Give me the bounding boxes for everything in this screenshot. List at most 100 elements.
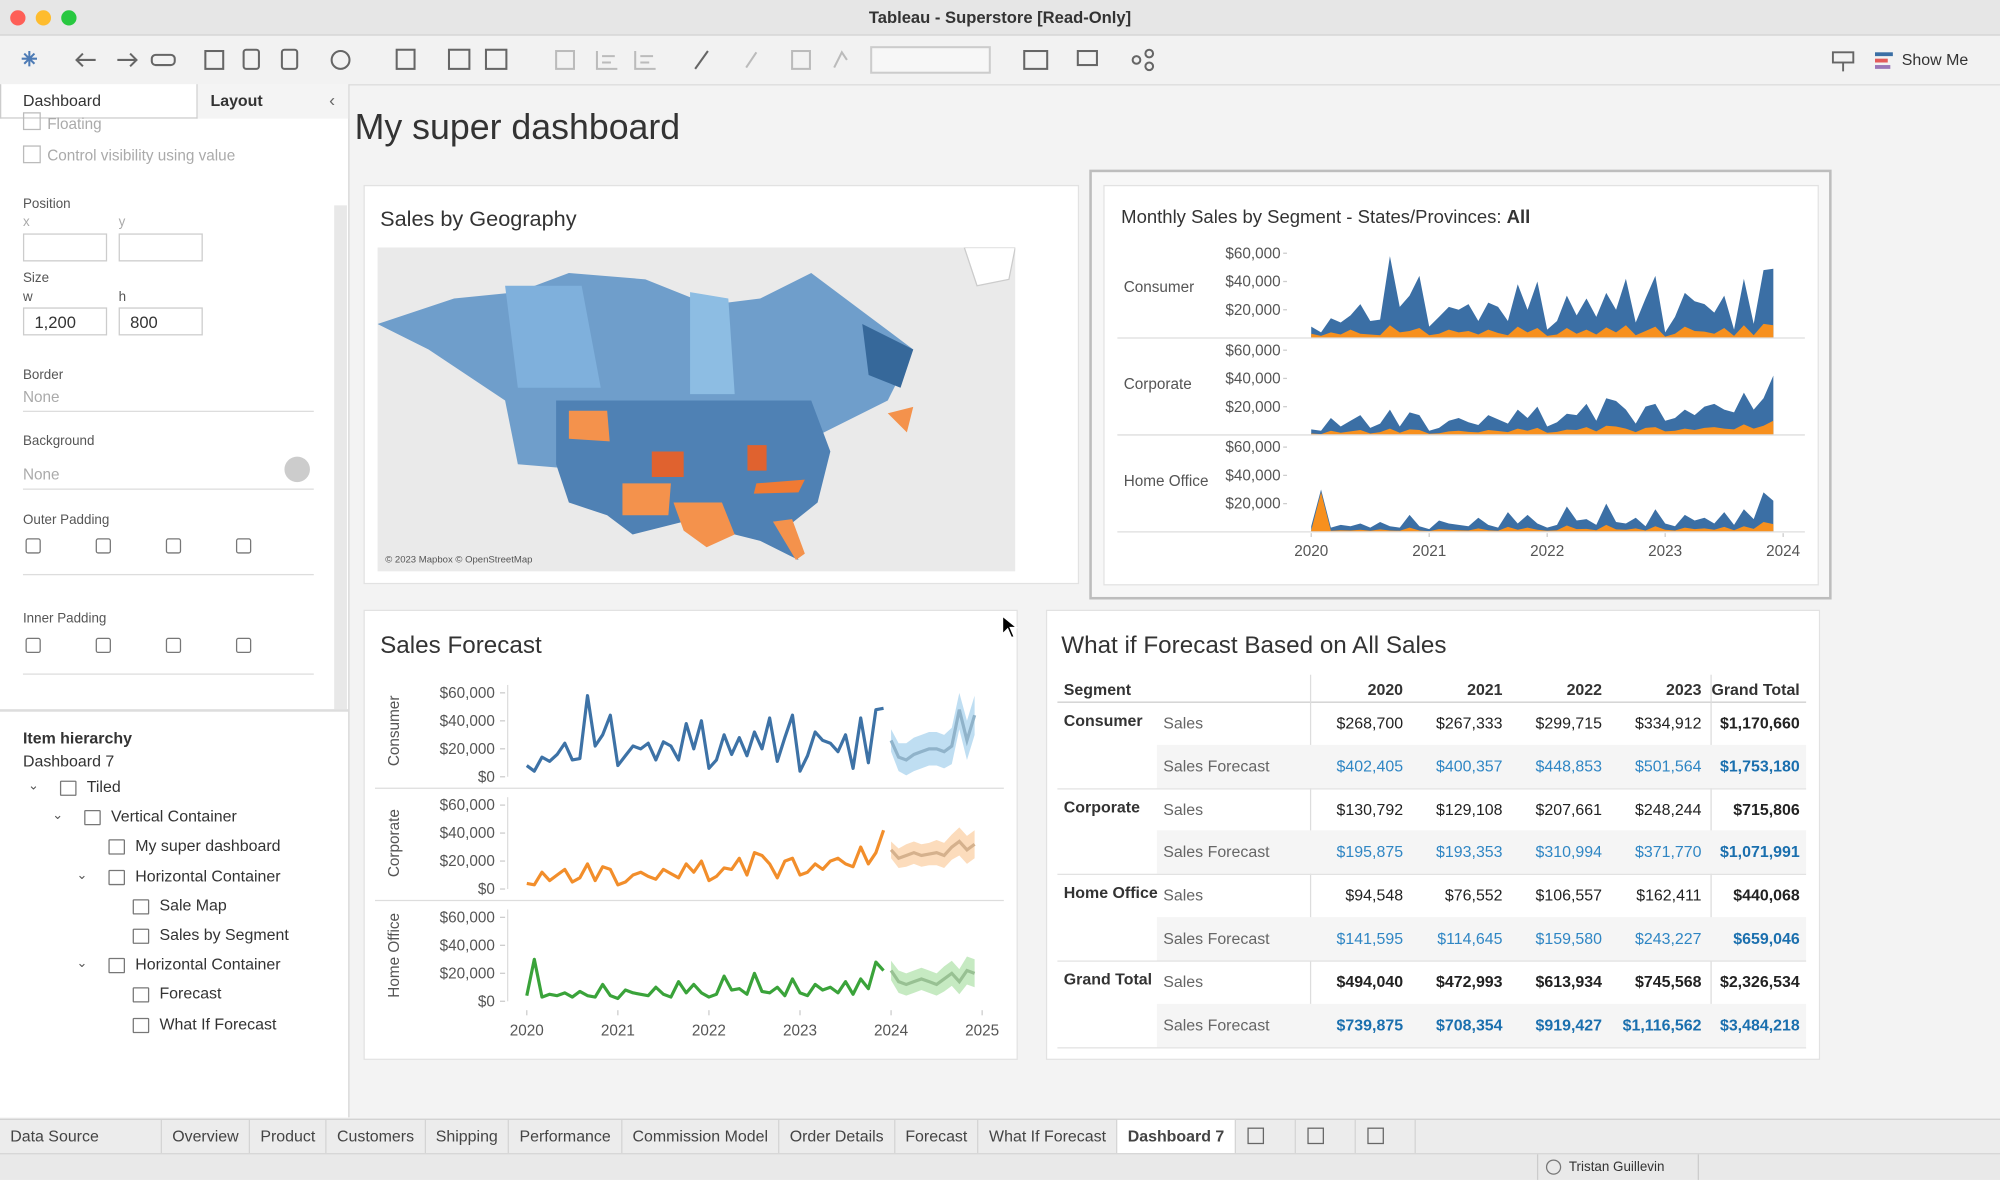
value-cell: $1,116,562 (1622, 1016, 1702, 1034)
value-cell: $310,994 (1535, 843, 1603, 862)
segment-cell: Corporate (1063, 797, 1140, 816)
value-cell: $708,354 (1436, 1016, 1503, 1034)
sheet-tab[interactable]: Overview (162, 1119, 251, 1154)
segment-cell: Consumer (1063, 711, 1143, 730)
show-me-button[interactable]: Show Me (1901, 51, 1969, 69)
sheet-tab[interactable]: Product (250, 1119, 327, 1154)
scrollbar (334, 205, 347, 710)
title-bar: Tableau - Superstore [Read-Only] (0, 0, 2000, 36)
section-label: Background (22, 433, 95, 449)
value-cell: $371,770 (1635, 843, 1702, 862)
segment-cell: Grand Total (1063, 970, 1153, 989)
padding-controls[interactable] (22, 536, 314, 576)
sheet-tab[interactable]: Commission Model (622, 1119, 780, 1154)
add-sheet-button[interactable] (1236, 1119, 1296, 1154)
header-cell: 2020 (1367, 681, 1404, 699)
value-cell: $613,934 (1535, 972, 1603, 991)
field-label: y (118, 214, 126, 230)
value-cell: $919,427 (1535, 1016, 1603, 1034)
expand-toggle: ⌄ (76, 956, 88, 971)
filter-value: All (1506, 207, 1531, 229)
user-menu[interactable]: Tristan Guillevin (1536, 1154, 1699, 1180)
height-input[interactable]: 800 (118, 307, 203, 336)
y-input[interactable] (118, 233, 203, 262)
forecast-card: Sales Forecast (363, 609, 1018, 1060)
checkbox-label: Control visibility using value (47, 146, 236, 165)
value-cell: $207,661 (1535, 800, 1603, 819)
padding-controls[interactable] (22, 635, 314, 675)
row-band (1156, 744, 1807, 789)
background-select[interactable]: None (22, 466, 314, 490)
value-cell: $130,792 (1336, 800, 1404, 819)
sheet-tab[interactable]: Order Details (779, 1119, 896, 1154)
expand-toggle: ⌄ (52, 808, 63, 823)
window-title: Tableau - Superstore [Read-Only] (868, 7, 1132, 27)
checkbox[interactable] (22, 112, 41, 131)
segment-card: Monthly Sales by Segment - States/Provin… (1103, 184, 1819, 586)
header-row-line (1057, 701, 1807, 703)
sheet-tab[interactable]: Customers (327, 1119, 426, 1154)
minimize-button[interactable] (35, 10, 52, 26)
close-button[interactable] (10, 10, 26, 26)
x-input[interactable] (22, 233, 108, 262)
tree-item: Horizontal Container (135, 866, 281, 885)
sheet-tab[interactable]: Shipping (426, 1119, 510, 1154)
add-sheet-icon (1247, 1127, 1264, 1145)
toolbar-icons (21, 46, 1155, 74)
expand-toggle: ⌄ (76, 868, 88, 883)
group-line (1057, 1046, 1807, 1048)
sheet-tab[interactable]: What If Forecast (979, 1119, 1118, 1154)
item-icon (108, 958, 125, 974)
tree-item: My super dashboard (135, 837, 281, 856)
measure-cell: Sales Forecast (1163, 929, 1270, 948)
tree-item: Sale Map (159, 896, 227, 915)
sheet-tab[interactable]: Forecast (895, 1119, 979, 1154)
header-cell: Segment (1063, 681, 1132, 699)
show-me-icon[interactable] (1874, 51, 1898, 71)
value-cell: $248,244 (1635, 800, 1702, 819)
item-icon (108, 869, 125, 885)
width-input[interactable]: 1,200 (22, 307, 108, 336)
section-label: Inner Padding (22, 610, 107, 627)
checkbox[interactable] (22, 145, 41, 164)
sheet-tab[interactable]: Data Source (0, 1119, 162, 1154)
sheet-tab[interactable]: Performance (509, 1119, 623, 1154)
value-cell: $1,170,660 (1719, 714, 1800, 733)
value-cell: $1,071,991 (1719, 843, 1800, 862)
zoom-button[interactable] (61, 10, 77, 26)
value-cell: $3,484,218 (1719, 1016, 1800, 1034)
value-cell: $195,875 (1336, 843, 1404, 862)
map[interactable]: © 2023 Mapbox © OpenStreetMap (377, 247, 1016, 572)
value-cell: $76,552 (1444, 886, 1503, 905)
add-dashboard-icon (1307, 1127, 1324, 1145)
header-cell: 2021 (1467, 681, 1503, 699)
measure-cell: Sales (1163, 714, 1204, 733)
panel-tab[interactable]: Layout (197, 84, 349, 119)
tree-item: Sales by Segment (159, 926, 289, 944)
value-cell: $2,326,534 (1719, 972, 1800, 991)
checkbox-label: Floating (47, 114, 102, 133)
collapse-icon[interactable]: ‹ (329, 89, 336, 110)
tree-item: Horizontal Container (135, 955, 281, 974)
item-icon (59, 780, 77, 796)
measure-cell: Sales Forecast (1163, 1016, 1270, 1034)
add-story-button[interactable] (1356, 1119, 1416, 1154)
section-title: Item hierarchy (22, 729, 132, 748)
add-story-icon (1367, 1127, 1384, 1145)
tree-item: Tiled (86, 778, 121, 796)
sheet-tab[interactable]: Dashboard 7 (1117, 1119, 1236, 1154)
value-cell: $334,912 (1635, 714, 1702, 733)
row-band (1156, 917, 1807, 961)
value-cell: $299,715 (1535, 714, 1603, 733)
header-cell: 2023 (1666, 681, 1702, 699)
presentation-icon[interactable] (1829, 48, 1867, 74)
add-dashboard-button[interactable] (1296, 1119, 1356, 1154)
color-swatch[interactable] (284, 456, 310, 483)
row-band (1156, 1003, 1807, 1047)
border-select[interactable]: None (22, 388, 314, 412)
group-line (1057, 788, 1807, 790)
value-cell: $440,068 (1733, 886, 1800, 905)
user-name: Tristan Guillevin (1568, 1159, 1665, 1175)
card-title: Monthly Sales by Segment - States/Provin… (1121, 208, 1530, 228)
